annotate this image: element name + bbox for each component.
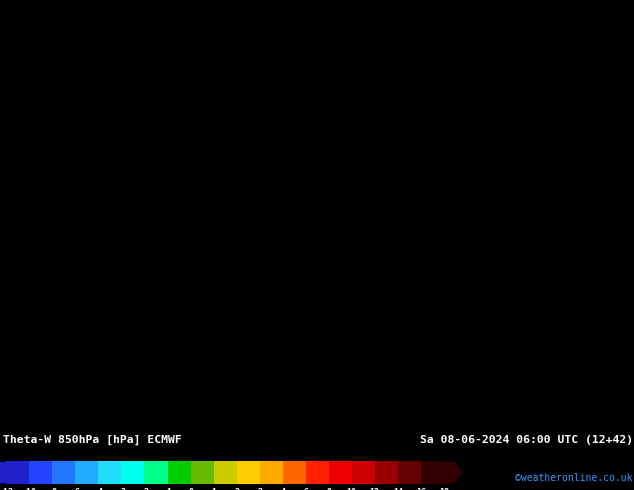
Bar xyxy=(259,461,283,484)
Text: 6: 6 xyxy=(303,488,308,490)
Text: -12: -12 xyxy=(0,488,14,490)
Text: 0: 0 xyxy=(188,488,193,490)
Text: -6: -6 xyxy=(70,488,81,490)
Bar xyxy=(328,461,352,484)
Text: 12: 12 xyxy=(370,488,380,490)
Bar xyxy=(398,461,421,484)
Bar xyxy=(352,461,375,484)
Text: Theta-W 850hPa [hPa] ECMWF: Theta-W 850hPa [hPa] ECMWF xyxy=(3,435,182,445)
Text: 10: 10 xyxy=(347,488,357,490)
Bar xyxy=(29,461,53,484)
Bar xyxy=(236,461,259,484)
Text: 14: 14 xyxy=(392,488,403,490)
Bar xyxy=(421,461,444,484)
Text: ©weatheronline.co.uk: ©weatheronline.co.uk xyxy=(515,473,633,483)
Text: -2: -2 xyxy=(139,488,150,490)
Bar xyxy=(122,461,145,484)
Bar xyxy=(75,461,98,484)
FancyArrow shape xyxy=(444,461,463,484)
Bar xyxy=(306,461,328,484)
Text: 16: 16 xyxy=(416,488,426,490)
Text: 8: 8 xyxy=(326,488,331,490)
Bar xyxy=(214,461,236,484)
Text: -8: -8 xyxy=(48,488,58,490)
Bar xyxy=(375,461,398,484)
Text: 18: 18 xyxy=(439,488,449,490)
Bar xyxy=(167,461,191,484)
Bar xyxy=(283,461,306,484)
Bar xyxy=(191,461,214,484)
Bar xyxy=(53,461,75,484)
Text: 2: 2 xyxy=(234,488,239,490)
Text: -1: -1 xyxy=(162,488,172,490)
Bar xyxy=(6,461,29,484)
Text: 4: 4 xyxy=(280,488,285,490)
Bar xyxy=(145,461,167,484)
Text: 1: 1 xyxy=(211,488,216,490)
Text: -10: -10 xyxy=(22,488,37,490)
Text: -4: -4 xyxy=(93,488,103,490)
Text: -3: -3 xyxy=(117,488,126,490)
Text: 3: 3 xyxy=(257,488,262,490)
Text: Sa 08-06-2024 06:00 UTC (12+42): Sa 08-06-2024 06:00 UTC (12+42) xyxy=(420,435,633,445)
FancyArrow shape xyxy=(0,461,6,484)
Bar xyxy=(98,461,122,484)
